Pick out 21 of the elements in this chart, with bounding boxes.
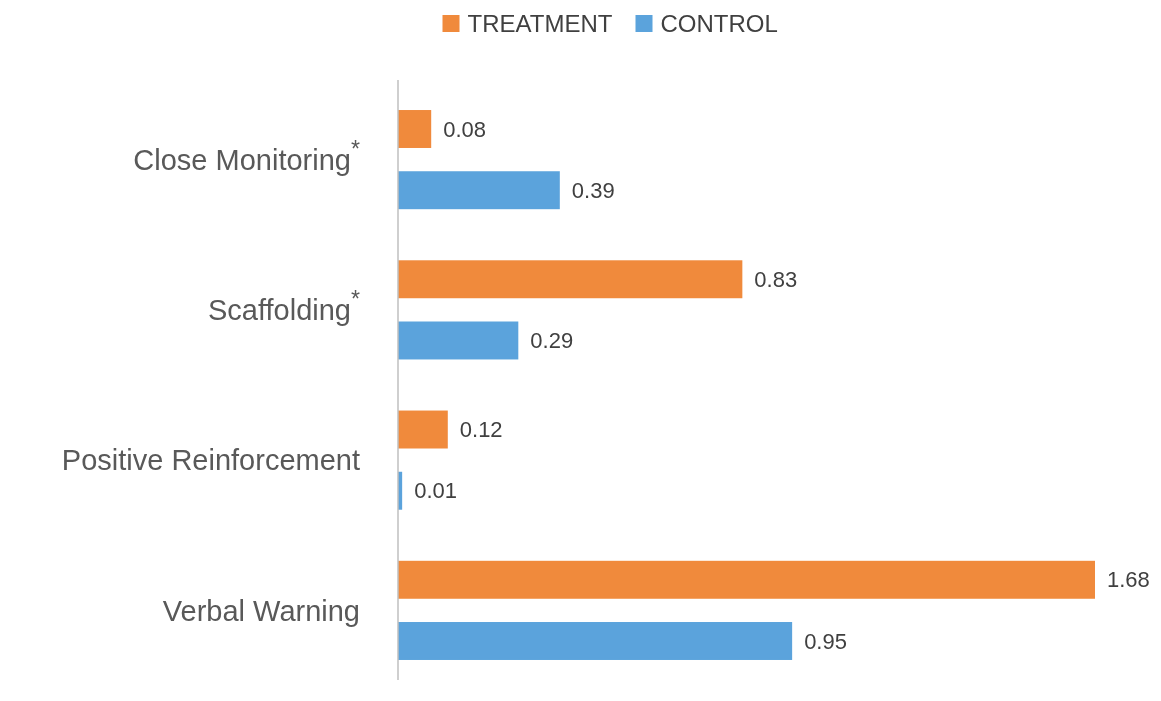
data-label: 0.29 xyxy=(530,328,574,354)
y-tick-label: Close Monitoring$^{*}$ xyxy=(133,135,360,176)
bar xyxy=(398,110,432,148)
data-label: 0.01 xyxy=(414,478,457,504)
bar xyxy=(398,321,519,360)
bar xyxy=(398,410,448,449)
y-tick-label: Positive Reinforcement xyxy=(61,444,360,477)
data-label: 0.95 xyxy=(804,628,847,654)
bar xyxy=(398,622,793,660)
bar xyxy=(398,560,1095,599)
y-tick-label: Verbal Warning xyxy=(162,594,360,627)
bar xyxy=(398,260,743,299)
data-label: 0.12 xyxy=(459,417,503,443)
data-label: 0.08 xyxy=(443,116,487,142)
data-label: 0.39 xyxy=(571,177,615,203)
legend-label: TREATMENT xyxy=(467,10,613,38)
bar xyxy=(398,171,560,210)
y-tick-label: Scaffolding$^{*}$ xyxy=(208,286,360,327)
data-label: 1.68 xyxy=(1107,567,1150,593)
legend-label: CONTROL xyxy=(660,10,778,38)
data-label: 0.83 xyxy=(754,266,798,292)
